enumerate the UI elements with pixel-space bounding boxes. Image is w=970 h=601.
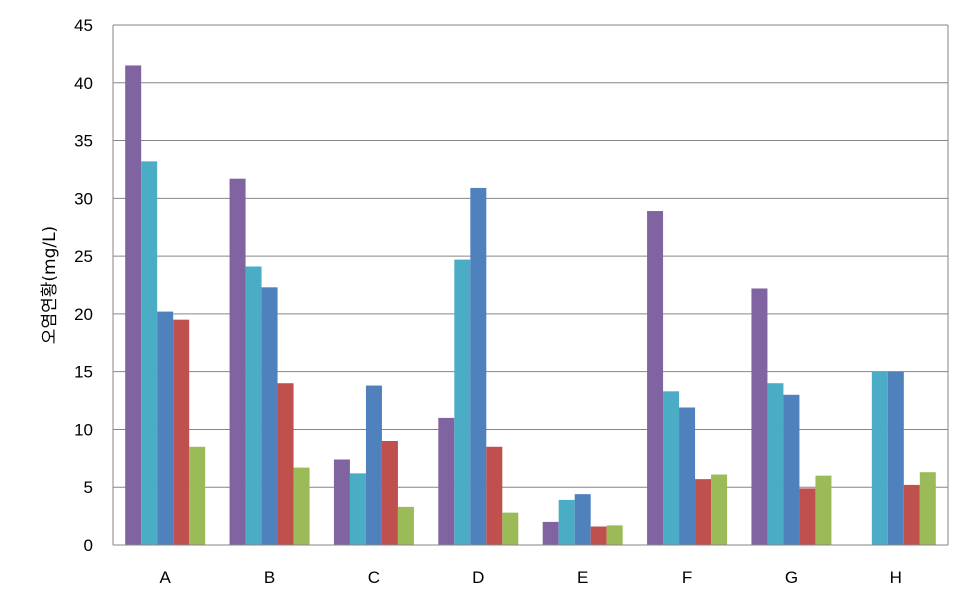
bar (903, 484, 920, 545)
x-tick-label: C (368, 568, 380, 587)
x-tick-label: D (472, 568, 484, 587)
x-tick-label: E (577, 568, 588, 587)
bar (173, 319, 190, 545)
bar (695, 479, 712, 545)
y-tick-label: 10 (74, 420, 93, 439)
bar (245, 266, 262, 545)
x-tick-label: A (160, 568, 172, 587)
bar (558, 499, 575, 545)
bar (711, 474, 728, 545)
y-tick-label: 0 (84, 536, 93, 555)
x-tick-labels: A B C D E F G H (160, 568, 902, 587)
bar (277, 383, 294, 545)
x-tick-label: B (264, 568, 275, 587)
bar (141, 161, 158, 545)
bar (293, 467, 310, 545)
bar (871, 371, 888, 545)
bar (189, 446, 206, 545)
x-tick-label: H (890, 568, 902, 587)
bar (815, 475, 832, 545)
bar (574, 494, 591, 545)
y-tick-label: 35 (74, 132, 93, 151)
bar (647, 211, 664, 546)
bar (333, 459, 350, 545)
bar (502, 512, 519, 545)
y-axis-label: 오염연황(mg/L) (40, 226, 60, 344)
bar (783, 394, 800, 545)
y-tick-label: 45 (74, 16, 93, 35)
bar (679, 407, 696, 545)
bar (229, 178, 246, 545)
bar (365, 385, 382, 545)
bar (349, 473, 366, 545)
bar (542, 521, 559, 545)
y-tick-label: 15 (74, 363, 93, 382)
bar (751, 288, 768, 545)
x-tick-label: G (785, 568, 798, 587)
bar (438, 417, 455, 545)
bar (261, 287, 278, 545)
y-tick-label: 40 (74, 74, 93, 93)
y-tick-label: 30 (74, 189, 93, 208)
bar (157, 311, 174, 545)
bar (590, 526, 607, 545)
axes (112, 25, 949, 546)
y-tick-label: 25 (74, 247, 93, 266)
bars (125, 65, 936, 546)
y-tick-label: 5 (84, 478, 93, 497)
bar (663, 391, 680, 545)
bar (486, 446, 503, 545)
y-tick-labels: 0 5 10 15 20 25 30 35 40 45 (74, 16, 93, 555)
bar (767, 383, 784, 545)
bar (919, 472, 936, 545)
bar (397, 506, 414, 545)
x-tick-label: F (682, 568, 692, 587)
bar (887, 371, 904, 545)
y-tick-label: 20 (74, 305, 93, 324)
bar (606, 525, 623, 545)
bar (381, 441, 398, 545)
bar (470, 187, 487, 545)
bar (454, 259, 471, 545)
bar (799, 488, 816, 545)
bar (125, 65, 142, 545)
